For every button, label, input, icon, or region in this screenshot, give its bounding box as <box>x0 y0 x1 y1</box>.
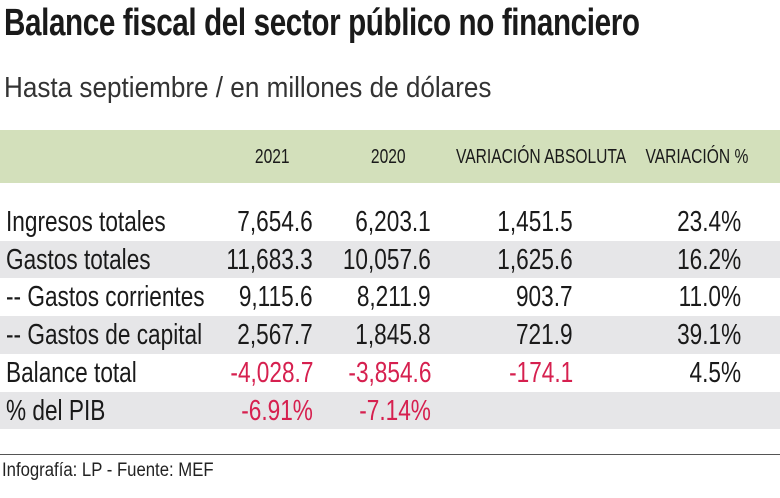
table-row: Gastos totales 11,683.3 10,057.6 1,625.6 16.… <box>0 240 780 279</box>
table-cell: 721.9 <box>516 319 573 352</box>
table-cell: 11,683.3 <box>226 243 313 276</box>
table-cell: 1,625.6 <box>497 243 573 276</box>
table-cell: 39.1% <box>676 319 741 352</box>
table-cell: -174.1 <box>508 356 573 389</box>
column-header: 2020 <box>370 146 406 168</box>
table-row: -- Gastos de capital 2,567.7 1,845.8 721.9 3… <box>0 316 780 354</box>
table-cell: 7,654.6 <box>237 206 313 238</box>
table-row: -- Gastos corrientes 9,115.6 8,211.9 903.7 1… <box>0 278 780 316</box>
row-label: % del PIB <box>6 394 106 427</box>
table-header <box>0 130 780 183</box>
table-cell: 1,845.8 <box>355 319 431 352</box>
row-label: Ingresos totales <box>6 206 166 238</box>
table-cell: 2,567.7 <box>237 319 313 352</box>
table-cell: -6.91% <box>241 394 313 427</box>
table-cell: -7.14% <box>359 394 431 427</box>
table-cell: 23.4% <box>676 206 741 238</box>
divider <box>0 454 780 455</box>
subtitle: Hasta septiembre / en millones de dólare… <box>4 72 492 104</box>
table-cell: 8,211.9 <box>357 281 431 314</box>
table-cell: 9,115.6 <box>239 281 313 314</box>
row-label: -- Gastos de capital <box>6 319 203 352</box>
table-row: % del PIB -6.91% -7.14% <box>0 391 780 430</box>
table-cell: 4.5% <box>689 356 741 389</box>
column-header: 2021 <box>254 146 290 168</box>
row-label: Gastos totales <box>6 243 151 276</box>
title: Balance fiscal del sector público no fin… <box>4 2 640 44</box>
source-footer: Infografía: LP - Fuente: MEF <box>2 460 214 481</box>
table-row: Balance total -4,028.7 -3,854.6 -174.1 4.5% <box>0 354 780 392</box>
table-cell: 903.7 <box>516 281 573 314</box>
table-cell: -3,854.6 <box>347 356 431 389</box>
table-cell: 6,203.1 <box>355 206 431 238</box>
column-header: VARIACIÓN % <box>645 146 749 168</box>
table-cell: 10,057.6 <box>342 243 431 276</box>
table-cell: 1,451.5 <box>497 206 573 238</box>
table-cell <box>541 394 741 428</box>
column-header: VARIACIÓN ABSOLUTA <box>455 146 627 168</box>
row-label: Balance total <box>6 356 137 389</box>
table-row: Ingresos totales 7,654.6 6,203.1 1,451.5 23.… <box>0 203 780 241</box>
table-cell: 11.0% <box>678 281 741 314</box>
row-label: -- Gastos corrientes <box>6 281 205 314</box>
table-cell: -4,028.7 <box>229 356 313 389</box>
table-cell: 16.2% <box>676 243 741 276</box>
